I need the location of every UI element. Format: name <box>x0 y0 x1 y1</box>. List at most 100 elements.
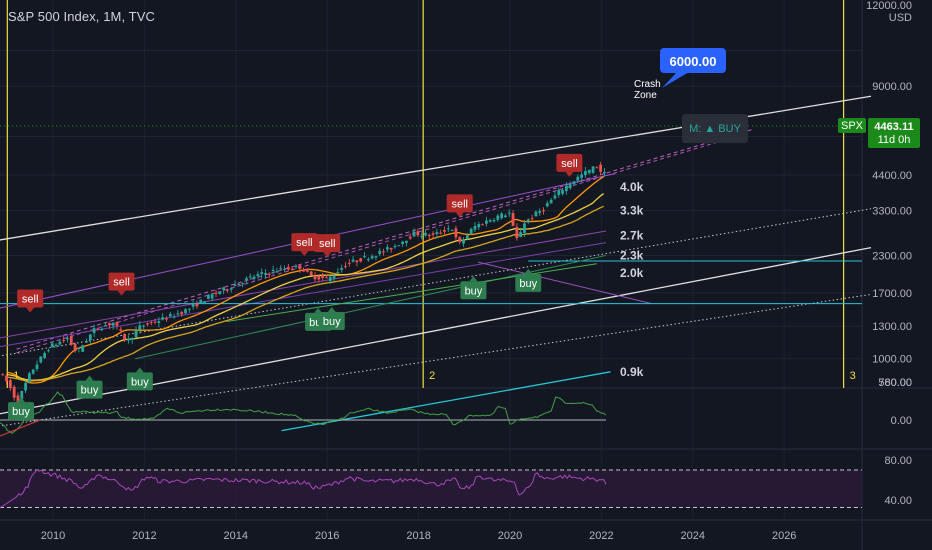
candle-body <box>1 374 5 376</box>
sell-signal-box <box>17 289 44 308</box>
candle-body <box>511 213 515 226</box>
candle-body <box>584 171 587 176</box>
candle-body <box>16 395 20 404</box>
candle-body <box>484 220 488 224</box>
candle-body <box>77 347 81 349</box>
sell-signal[interactable]: sell <box>314 234 341 258</box>
candle-body <box>469 228 473 234</box>
buy-signal[interactable]: buy <box>76 375 103 399</box>
candle-body <box>267 273 271 275</box>
candle-body <box>123 334 126 340</box>
buy-signal-box <box>515 273 542 292</box>
candle-body <box>85 341 88 343</box>
candle-body <box>294 265 298 267</box>
price-axis-label: 760.00 <box>878 377 912 389</box>
candle-body <box>591 166 595 173</box>
buy-signal[interactable]: buy <box>8 397 35 421</box>
sell-signal[interactable]: sell <box>17 289 44 313</box>
sell-signal-pointer <box>455 212 464 218</box>
candle-body <box>69 336 73 345</box>
price-axis-label: 12000.00 <box>866 0 912 12</box>
buy-signal-label: buy <box>465 285 483 297</box>
signal-box-bg <box>682 114 748 143</box>
candle-body <box>5 375 8 382</box>
candle-body <box>12 386 16 398</box>
candle-body <box>206 294 210 299</box>
sell-signal-label: sell <box>561 158 578 170</box>
buy-signal-pointer <box>469 276 478 282</box>
buy-signal[interactable]: buy <box>318 307 345 331</box>
candle-body <box>408 236 412 239</box>
candle-body <box>446 228 450 230</box>
sell-signal[interactable]: sell <box>108 272 135 296</box>
candle-body <box>454 228 458 238</box>
buy-signal-box <box>8 402 35 421</box>
crash-zone-label: Crash Zone <box>634 79 661 101</box>
candle-body <box>168 314 172 317</box>
candle-body <box>332 275 336 279</box>
buy-signal-pointer <box>327 307 336 313</box>
candle-body <box>146 323 149 325</box>
symbol-tag-label: SPX <box>841 120 864 132</box>
sell-signal[interactable]: sell <box>446 194 473 218</box>
candle-body <box>271 269 275 271</box>
candle-body <box>366 259 370 261</box>
signal-box-label: M: ▲ BUY <box>689 123 741 135</box>
sell-signal[interactable]: sell <box>291 233 318 257</box>
candle-body <box>298 265 302 269</box>
buy-signal[interactable]: buy <box>460 276 487 300</box>
oscillator-axis-label: 0.00 <box>891 415 912 427</box>
oscillator-line <box>0 391 607 435</box>
candle-body <box>538 211 542 213</box>
candle-body <box>119 329 123 331</box>
candle-body <box>191 304 195 307</box>
candle-body <box>115 321 119 326</box>
candle-body <box>134 330 138 338</box>
candle-body <box>203 301 206 304</box>
candle-body <box>237 283 241 285</box>
buy-signal[interactable]: buy <box>126 367 153 391</box>
candle-body <box>54 344 58 346</box>
violet-channel-line <box>0 242 607 348</box>
sell-signal[interactable]: sell <box>556 153 583 177</box>
candle-body <box>283 269 286 271</box>
candle-body <box>488 220 492 222</box>
cycle-label: 3 <box>850 370 856 382</box>
candle-body <box>572 181 576 185</box>
candle-body <box>507 212 511 214</box>
candle-body <box>252 276 256 279</box>
candle-body <box>195 303 199 307</box>
buy-signal-label: buy <box>81 385 99 397</box>
candle-body <box>344 266 347 268</box>
candle-body <box>359 258 363 262</box>
candle-body <box>264 273 267 275</box>
candle-body <box>142 325 146 327</box>
candle-body <box>245 278 248 280</box>
sell-signal-label: sell <box>113 277 130 289</box>
price-axis-label: 3300.00 <box>872 206 912 218</box>
buy-signal-box <box>126 372 153 391</box>
buy-signal[interactable]: buy <box>515 268 542 292</box>
candle-body <box>305 268 309 272</box>
candle-body <box>431 233 435 235</box>
price-axis-label: 1000.00 <box>872 354 912 366</box>
candle-body <box>542 210 545 212</box>
candle-body <box>587 169 591 174</box>
price-axis-label: 1300.00 <box>872 321 912 333</box>
candle-body <box>275 271 279 273</box>
candle-body <box>328 276 332 282</box>
last-price-value: 4463.11 <box>874 121 913 133</box>
candle-body <box>73 343 77 352</box>
candle-body <box>24 383 27 391</box>
green-trend-line <box>226 263 597 323</box>
price-axis-label: 9000.00 <box>872 81 912 93</box>
candle-body <box>477 224 481 228</box>
target-callout[interactable]: 6000.00 <box>660 48 726 88</box>
candle-body <box>553 195 557 199</box>
candle-body <box>161 317 165 320</box>
candle-body <box>462 239 465 244</box>
candle-body <box>397 245 401 247</box>
candle-body <box>31 369 35 374</box>
